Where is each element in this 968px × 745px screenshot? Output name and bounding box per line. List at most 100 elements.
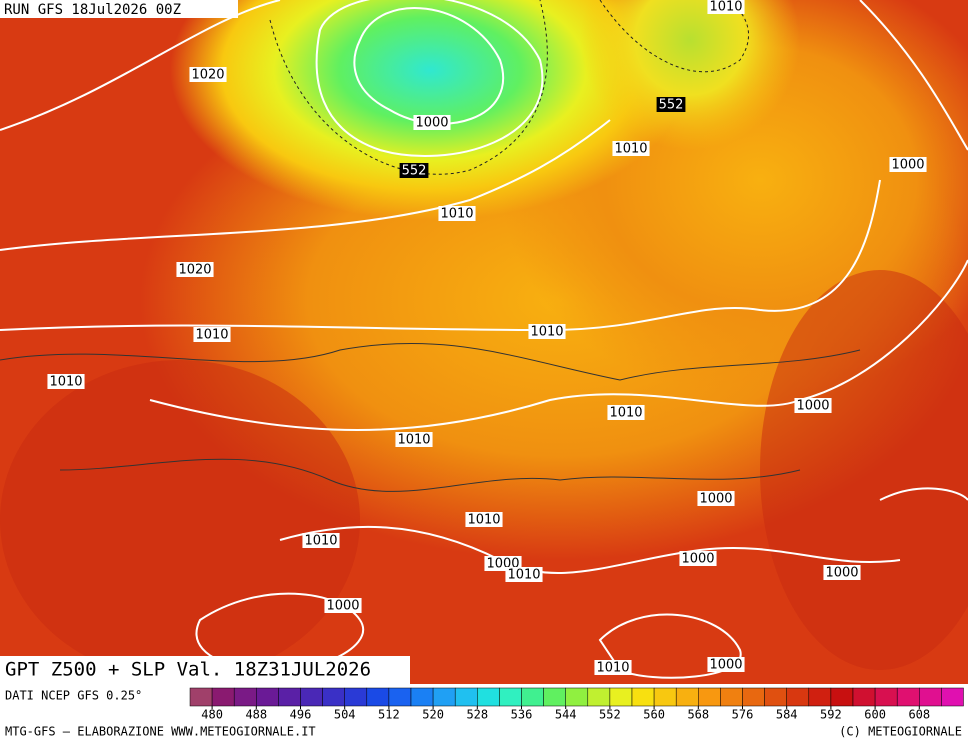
contour-label-text: 1020 xyxy=(191,68,224,83)
legend-swatch xyxy=(543,687,566,707)
contour-label: 1020 xyxy=(176,262,214,278)
contour-labels: 1020 1000 552 552 1010 1010 1000 1010 1020 1010 10… xyxy=(47,0,927,676)
contour-label: 1010 xyxy=(528,324,566,340)
legend-swatch xyxy=(786,687,810,707)
legend-swatch xyxy=(344,687,368,707)
legend-tick-label: 560 xyxy=(643,708,665,722)
contour-label: 552 xyxy=(656,97,686,113)
contour-label: 1000 xyxy=(324,598,362,614)
contour-label-box xyxy=(47,374,85,389)
contour-label-text: 1010 xyxy=(609,406,642,421)
legend-tick-label: 544 xyxy=(555,708,577,722)
legend-swatch xyxy=(587,687,611,707)
legend-swatch xyxy=(521,687,544,707)
isobar xyxy=(0,119,611,251)
contour-label: 1010 xyxy=(465,512,503,528)
legend-swatch xyxy=(366,687,390,707)
contour-label-text: 1010 xyxy=(304,534,337,549)
contour-label-text: 1010 xyxy=(397,433,430,448)
legend-swatch xyxy=(410,687,434,707)
isobar xyxy=(353,7,504,125)
border-line xyxy=(0,342,861,381)
contour-label-box xyxy=(528,324,566,339)
legend-swatch xyxy=(300,687,323,707)
legend-swatch xyxy=(742,687,765,707)
legend-swatch xyxy=(698,687,721,707)
contour-label: 1000 xyxy=(889,157,927,173)
contour-label: 1020 xyxy=(189,67,227,83)
legend-swatch xyxy=(499,687,522,707)
contour-label: 1000 xyxy=(413,115,451,131)
isobar xyxy=(195,592,364,673)
legend-swatch xyxy=(432,687,456,707)
legend-swatch xyxy=(233,687,257,707)
contour-label-box xyxy=(176,262,214,277)
contour-label-box xyxy=(612,141,650,156)
legend-swatch xyxy=(808,687,832,707)
legend-swatch xyxy=(653,687,677,707)
contour-label-box xyxy=(324,598,362,613)
legend-swatch xyxy=(388,687,412,707)
contour-label-text: 1000 xyxy=(891,158,924,173)
legend-swatch xyxy=(322,687,345,707)
legend-tick-label: 568 xyxy=(687,708,709,722)
contour-label-text: 1000 xyxy=(796,399,829,414)
legend-swatch xyxy=(852,687,876,707)
contour-label-box xyxy=(697,491,735,506)
contour-label-box xyxy=(302,533,340,548)
contour-label-text: 1010 xyxy=(507,568,540,583)
contour-label-box xyxy=(594,660,632,675)
contour-label-text: 1000 xyxy=(681,552,714,567)
isobar xyxy=(879,487,968,501)
contour-label: 1000 xyxy=(707,657,745,673)
contour-label: 1010 xyxy=(594,660,632,676)
contour-label-box xyxy=(823,565,861,580)
legend-swatch xyxy=(256,687,279,707)
legend-swatch xyxy=(454,687,478,707)
contour-label-text: 1010 xyxy=(195,328,228,343)
contour-label-box xyxy=(413,115,451,130)
contour-label-box xyxy=(399,163,429,178)
contour-label-box xyxy=(189,67,227,82)
contour-label: 1010 xyxy=(302,533,340,549)
cold-low xyxy=(170,0,690,220)
legend-swatch xyxy=(609,687,633,707)
cold-trough xyxy=(580,0,800,150)
contour-label: 1010 xyxy=(505,567,543,583)
contour-label-box xyxy=(707,0,745,14)
legend-tick-label: 512 xyxy=(378,708,400,722)
legend-swatch xyxy=(919,687,942,707)
legend-tick-label: 488 xyxy=(245,708,267,722)
contour-label-text: 1010 xyxy=(49,375,82,390)
contour-label: 552 xyxy=(399,163,429,179)
legend-tick-label: 520 xyxy=(422,708,444,722)
legend-tick-label: 480 xyxy=(201,708,223,722)
isobar xyxy=(0,179,881,332)
isobar xyxy=(598,613,742,679)
legend-swatch xyxy=(874,687,898,707)
color-legend: 480 488 496 504 512 520 528 536 544 552 560 568 576 5… xyxy=(189,687,964,722)
isobar xyxy=(279,525,901,574)
contour-label: 1010 xyxy=(607,405,645,421)
contour-label-text: 1010 xyxy=(440,207,473,222)
legend-tick-label: 576 xyxy=(732,708,754,722)
contour-label: 1010 xyxy=(47,374,85,390)
contour-label: 1000 xyxy=(794,398,832,414)
contour-label-text: 1020 xyxy=(178,263,211,278)
legend-swatch xyxy=(278,687,301,707)
border-line xyxy=(59,458,801,492)
legend-swatch xyxy=(830,687,854,707)
contour-label: 1010 xyxy=(707,0,745,15)
hot-region xyxy=(0,360,360,680)
legend-tick-label: 536 xyxy=(511,708,533,722)
contour-label-text: 1010 xyxy=(614,142,647,157)
legend-swatch xyxy=(896,687,920,707)
run-label: RUN GFS 18Jul2026 00Z xyxy=(4,2,181,18)
legend-tick-label: 592 xyxy=(820,708,842,722)
contour-label: 1000 xyxy=(679,551,717,567)
contour-label: 1010 xyxy=(395,432,433,448)
legend-swatch xyxy=(720,687,743,707)
legend-tick-label: 600 xyxy=(864,708,886,722)
isobar xyxy=(859,0,968,151)
contour-label: 1010 xyxy=(612,141,650,157)
